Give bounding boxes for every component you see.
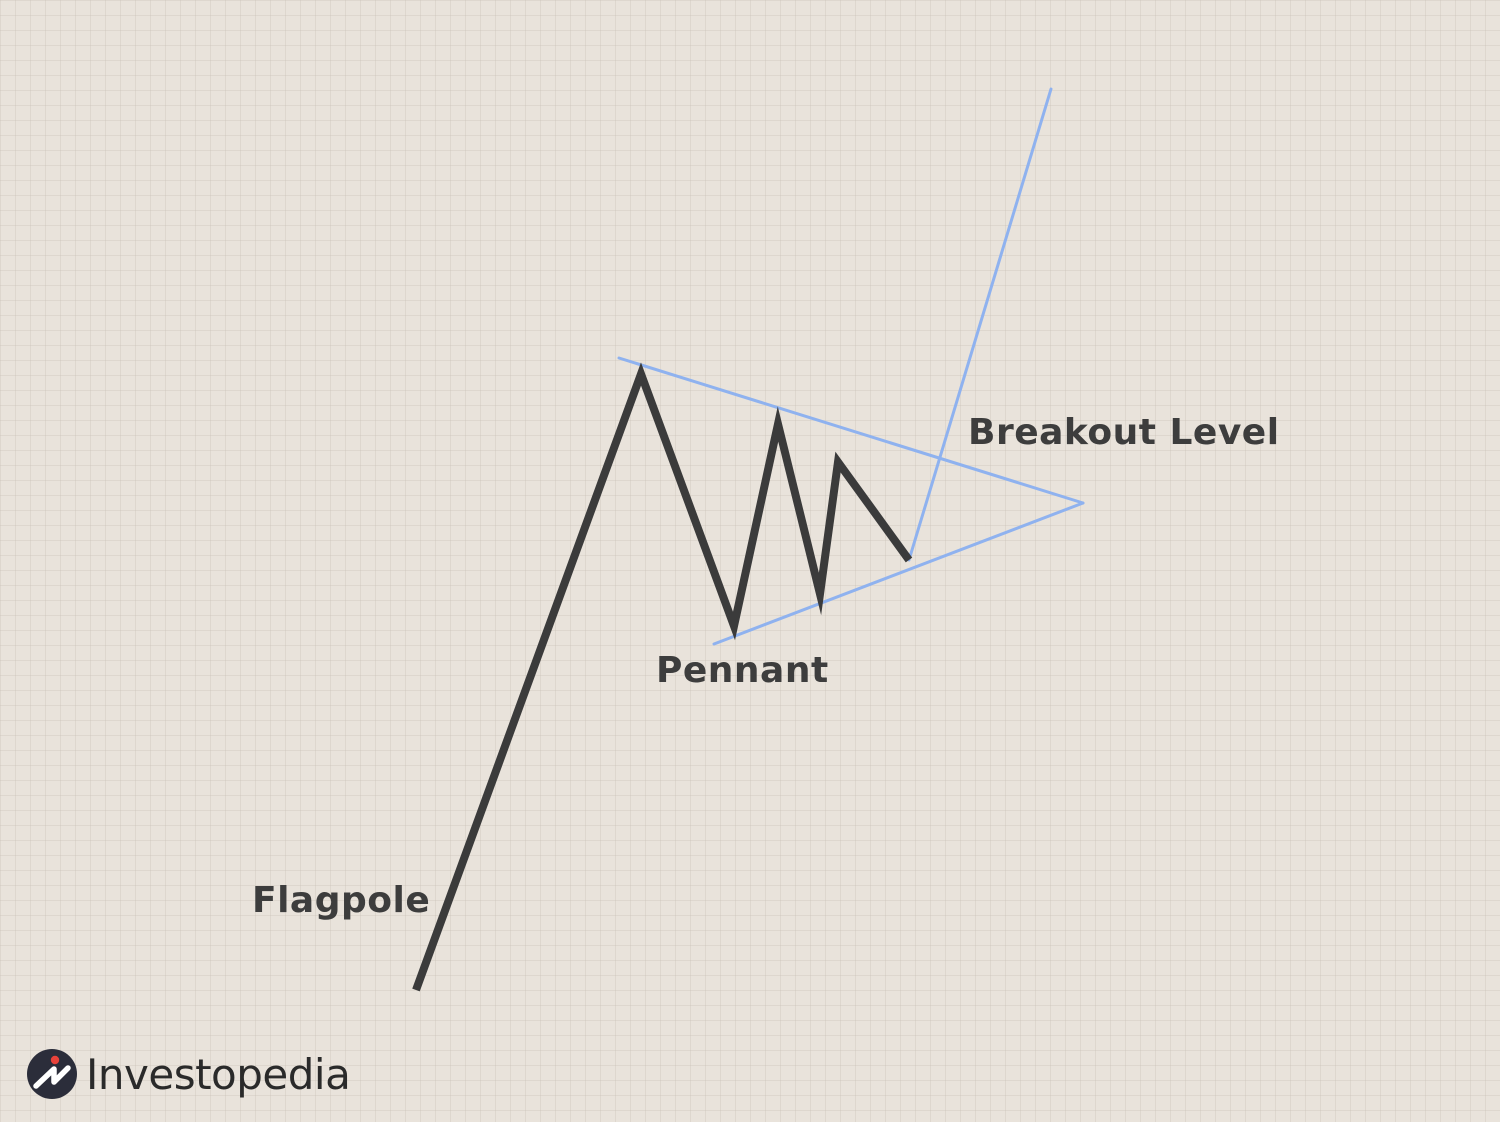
investopedia-i-logo-icon bbox=[27, 1049, 77, 1099]
breakout-line bbox=[907, 87, 1053, 562]
flagpole-label: Flagpole bbox=[252, 880, 431, 921]
brand-name: Investopedia bbox=[86, 1049, 351, 1099]
breakout-level-label: Breakout Level bbox=[968, 412, 1280, 453]
price-path bbox=[412, 362, 913, 992]
pennant-lower-trendline bbox=[712, 501, 1085, 646]
pennant-upper-trendline bbox=[617, 356, 1085, 505]
brand-logo: Investopedia bbox=[26, 1044, 351, 1104]
pennant-label: Pennant bbox=[656, 650, 829, 691]
